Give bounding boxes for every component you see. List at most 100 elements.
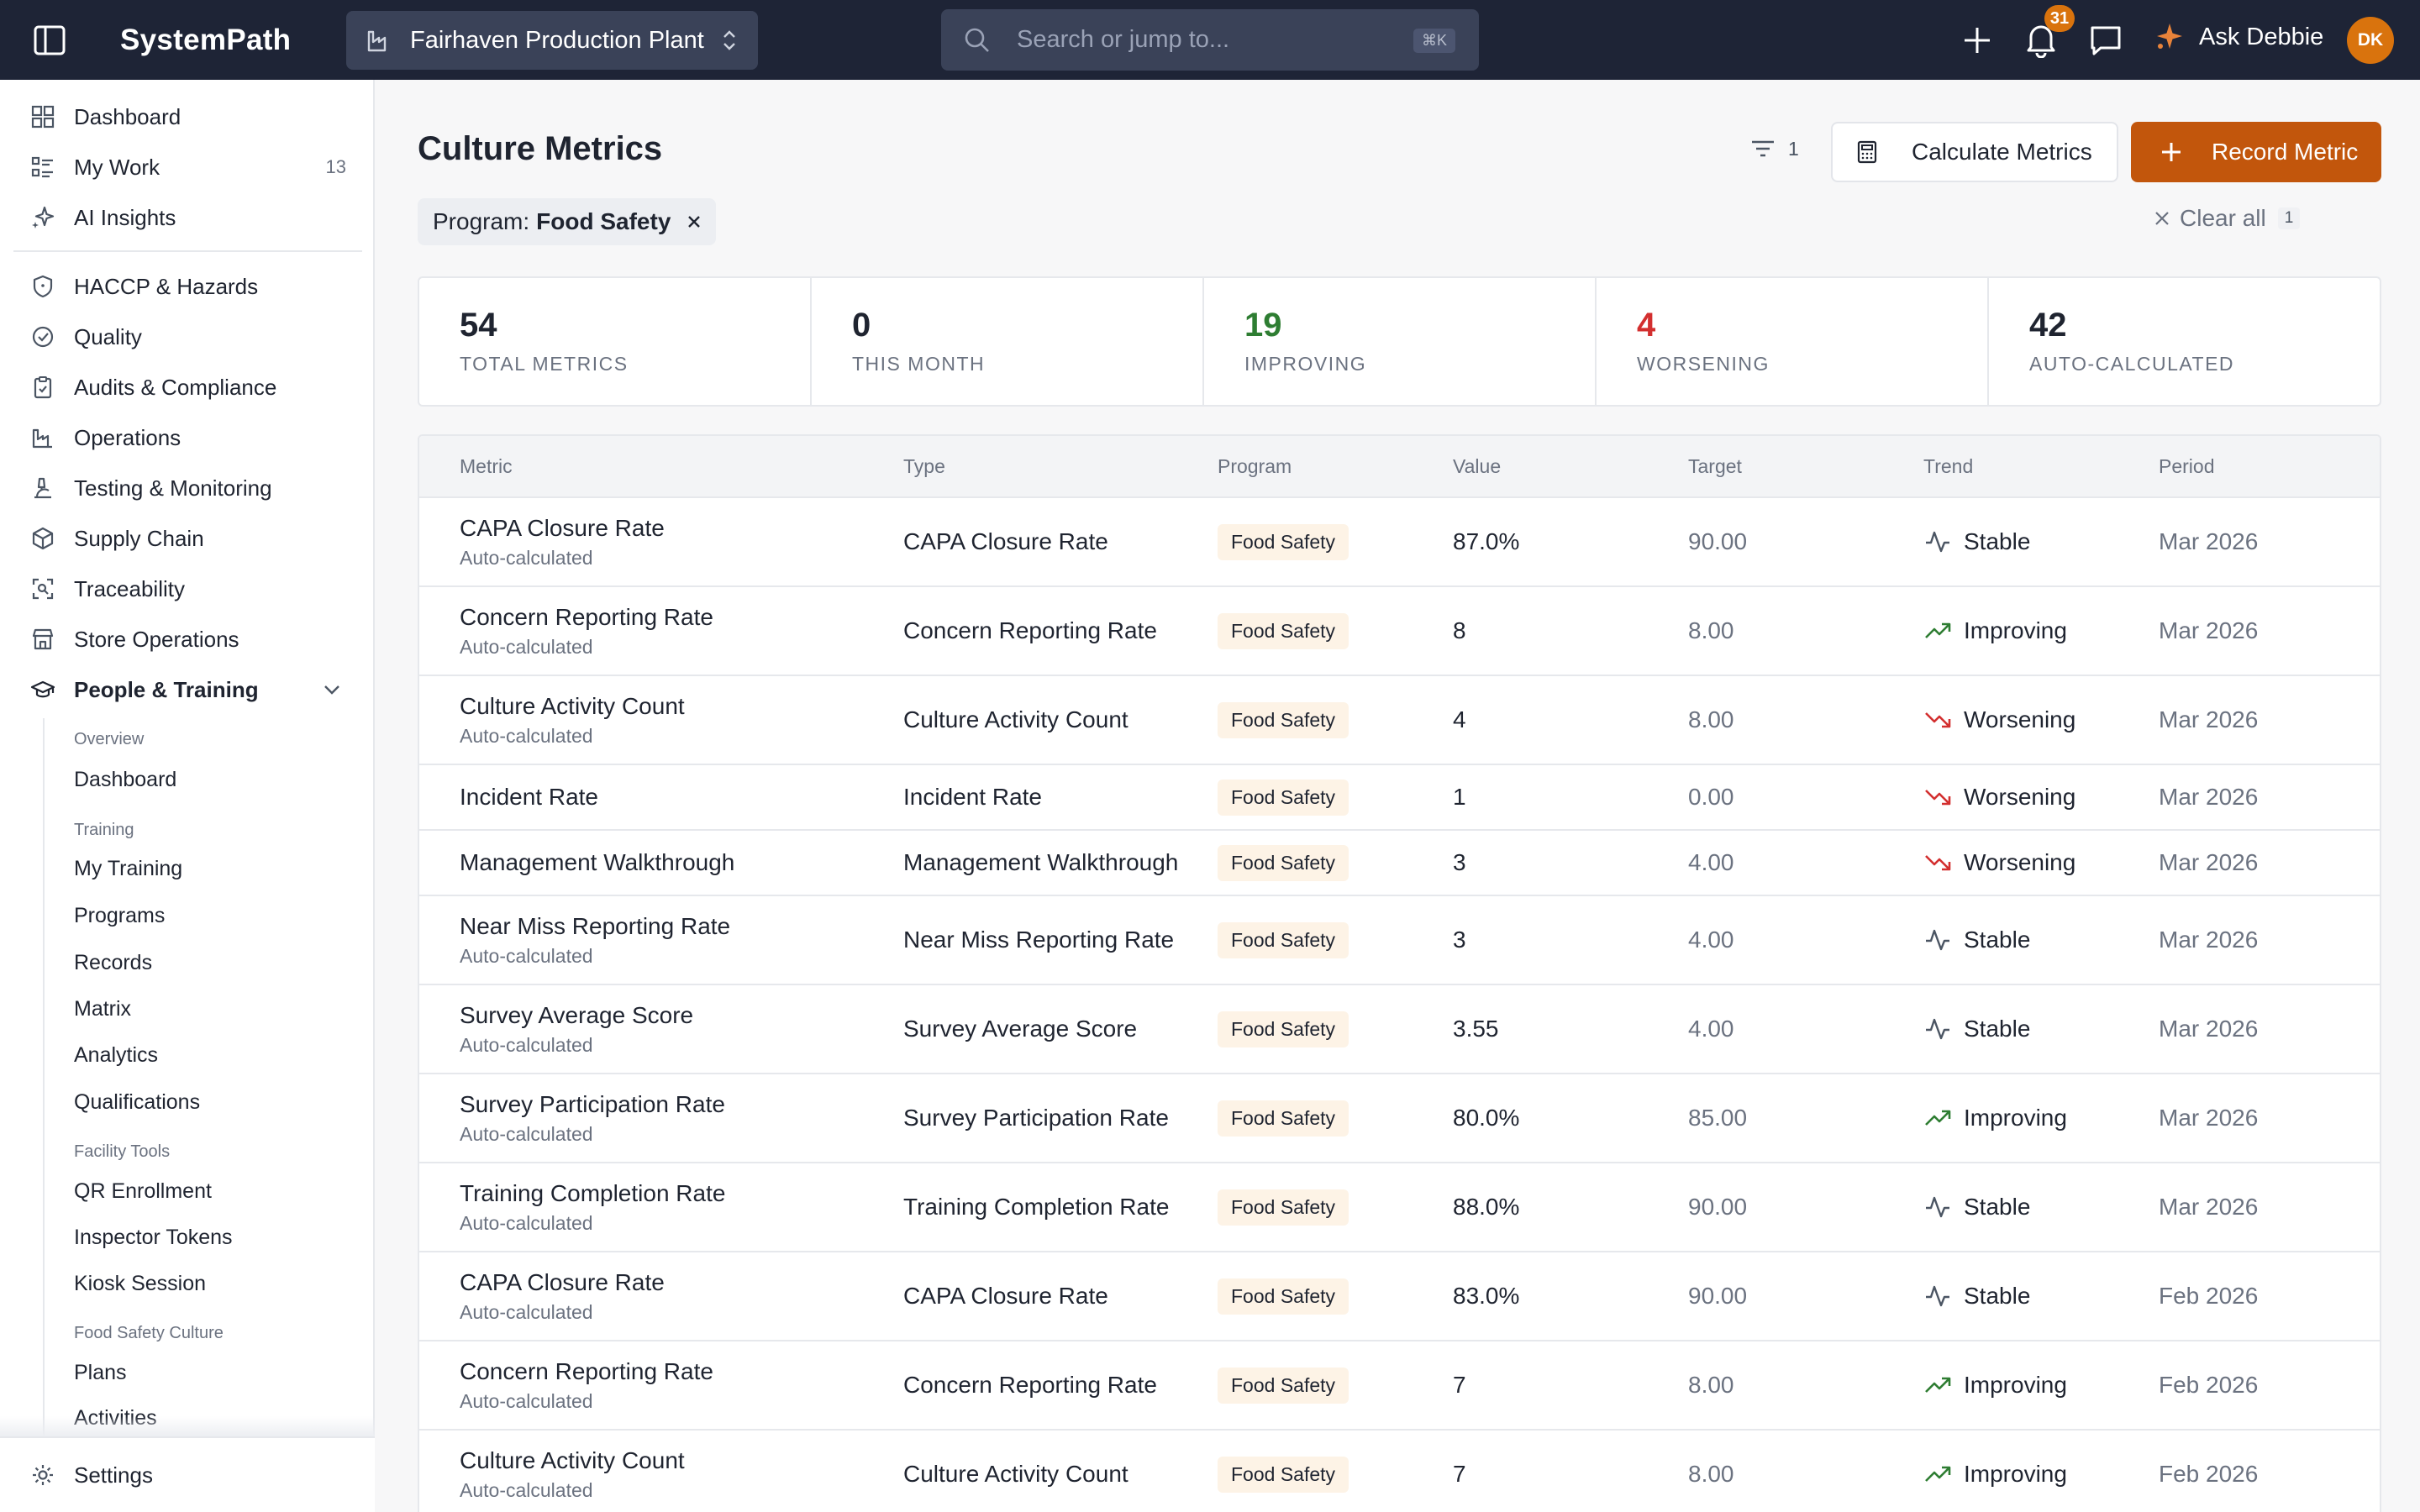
sidebar-item-quality[interactable]: Quality <box>0 312 375 362</box>
submenu-item-qualifications[interactable]: Qualifications <box>74 1090 201 1114</box>
ask-assistant-label: Ask Debbie <box>2199 23 2324 50</box>
factory-icon <box>366 28 392 53</box>
sidebar-item-audits[interactable]: Audits & Compliance <box>0 362 375 412</box>
table-row[interactable]: Culture Activity Count Auto-calculated Cul… <box>419 676 2380 765</box>
trend-label: Improving <box>1964 1372 2067 1398</box>
program-badge: Food Safety <box>1218 1457 1349 1493</box>
table-row[interactable]: CAPA Closure Rate Auto-calculated CAPA Clo… <box>419 498 2380 587</box>
search-input[interactable] <box>1017 26 1386 54</box>
column-header-type[interactable]: Type <box>903 455 945 477</box>
metric-name[interactable]: Survey Average Score <box>460 1002 694 1028</box>
metric-name[interactable]: Culture Activity Count <box>460 693 685 719</box>
metric-name[interactable]: Training Completion Rate <box>460 1180 726 1206</box>
sidebar-item-my-work[interactable]: My Work 13 <box>0 142 375 192</box>
global-search[interactable]: ⌘K <box>941 9 1479 71</box>
metric-value: 7 <box>1453 1461 1466 1487</box>
metric-period: Mar 2026 <box>2159 1105 2259 1131</box>
metric-name[interactable]: Survey Participation Rate <box>460 1091 725 1117</box>
trending-up-icon <box>1923 1104 1952 1132</box>
sidebar-item-settings[interactable]: Settings <box>0 1450 375 1500</box>
trend-label: Improving <box>1964 1461 2067 1487</box>
remove-filter-icon[interactable] <box>686 213 702 230</box>
ask-assistant-button[interactable]: Ask Debbie <box>2154 21 2323 53</box>
filter-button[interactable]: 1 <box>1749 135 1799 162</box>
table-row[interactable]: Near Miss Reporting Rate Auto-calculated N… <box>419 896 2380 985</box>
table-row[interactable]: Survey Average Score Auto-calculated Surve… <box>419 985 2380 1074</box>
column-header-program[interactable]: Program <box>1218 455 1292 477</box>
metric-target: 90.00 <box>1688 1194 1748 1220</box>
sidebar-item-label: Store Operations <box>74 626 239 652</box>
sidebar-item-traceability[interactable]: Traceability <box>0 564 375 614</box>
table-row[interactable]: Incident Rate Incident Rate Food Safety 1 0.… <box>419 765 2380 831</box>
submenu-item-programs[interactable]: Programs <box>74 904 166 927</box>
metric-cell: Incident Rate <box>460 784 598 811</box>
submenu-item-inspector-tokens[interactable]: Inspector Tokens <box>74 1226 233 1249</box>
table-row[interactable]: Survey Participation Rate Auto-calculated… <box>419 1074 2380 1163</box>
metric-name[interactable]: Incident Rate <box>460 784 598 810</box>
search-shortcut-hint: ⌘K <box>1413 29 1455 53</box>
trending-up-icon <box>1923 617 1952 645</box>
sidebar-item-people-training[interactable]: People & Training <box>0 664 375 715</box>
metric-name[interactable]: Culture Activity Count <box>460 1447 685 1473</box>
metric-cell: Concern Reporting Rate Auto-calculated <box>460 604 713 659</box>
calculate-metrics-button[interactable]: Calculate Metrics <box>1831 122 2118 182</box>
user-avatar[interactable]: DK <box>2347 17 2394 64</box>
table-row[interactable]: Management Walkthrough Management Walkthr… <box>419 831 2380 896</box>
metric-trend: Stable <box>1923 528 2030 556</box>
bell-icon[interactable] <box>2023 21 2059 58</box>
sidebar-item-testing[interactable]: Testing & Monitoring <box>0 463 375 513</box>
table-row[interactable]: Culture Activity Count Auto-calculated Cul… <box>419 1431 2380 1512</box>
sidebar-item-dashboard[interactable]: Dashboard <box>0 92 375 142</box>
table-row[interactable]: Training Completion Rate Auto-calculated T… <box>419 1163 2380 1252</box>
metric-name[interactable]: Near Miss Reporting Rate <box>460 913 731 939</box>
program-badge: Food Safety <box>1218 613 1349 649</box>
metric-target: 85.00 <box>1688 1105 1748 1131</box>
stat-value: 19 <box>1244 307 1282 344</box>
submenu-item-analytics[interactable]: Analytics <box>74 1043 159 1067</box>
sidebar-item-ai-insights[interactable]: AI Insights <box>0 192 375 243</box>
plus-icon[interactable] <box>1960 23 1995 58</box>
sidebar-item-haccp[interactable]: HACCP & Hazards <box>0 261 375 312</box>
metric-name[interactable]: CAPA Closure Rate <box>460 1269 665 1295</box>
table-row[interactable]: CAPA Closure Rate Auto-calculated CAPA Clo… <box>419 1252 2380 1341</box>
metric-source: Auto-calculated <box>460 1034 593 1056</box>
trend-label: Stable <box>1964 1194 2031 1220</box>
clear-all-label: Clear all <box>2180 205 2266 231</box>
chevron-down-icon[interactable] <box>321 679 343 701</box>
trending-down-icon <box>1923 848 1952 877</box>
submenu-item-my-training[interactable]: My Training <box>74 857 183 880</box>
factory-icon <box>30 425 55 450</box>
metric-name[interactable]: Management Walkthrough <box>460 849 735 875</box>
column-header-value[interactable]: Value <box>1453 455 1502 477</box>
metric-name[interactable]: Concern Reporting Rate <box>460 604 713 630</box>
metric-name[interactable]: Concern Reporting Rate <box>460 1358 713 1384</box>
column-header-target[interactable]: Target <box>1688 455 1742 477</box>
sidebar-item-supply-chain[interactable]: Supply Chain <box>0 513 375 564</box>
chat-icon[interactable] <box>2088 24 2123 59</box>
sidebar-toggle-icon[interactable] <box>34 25 66 55</box>
record-metric-button[interactable]: Record Metric <box>2131 122 2381 182</box>
metric-target: 8.00 <box>1688 1461 1734 1487</box>
site-selector[interactable]: Fairhaven Production Plant <box>346 11 758 70</box>
app-brand[interactable]: SystemPath <box>120 24 292 56</box>
table-row[interactable]: Concern Reporting Rate Auto-calculated Con… <box>419 1341 2380 1431</box>
metric-value: 7 <box>1453 1372 1466 1398</box>
metric-type: Concern Reporting Rate <box>903 617 1157 643</box>
clear-all-filters-button[interactable]: Clear all 1 <box>2153 205 2301 232</box>
table-row[interactable]: Concern Reporting Rate Auto-calculated Con… <box>419 587 2380 676</box>
submenu-item-qr-enrollment[interactable]: QR Enrollment <box>74 1179 212 1203</box>
submenu-item-kiosk-session[interactable]: Kiosk Session <box>74 1272 207 1295</box>
metric-period: Mar 2026 <box>2159 927 2259 953</box>
column-header-metric[interactable]: Metric <box>460 455 513 477</box>
search-icon <box>963 26 992 55</box>
column-header-period[interactable]: Period <box>2159 455 2215 477</box>
column-header-trend[interactable]: Trend <box>1923 455 1974 477</box>
submenu-item-records[interactable]: Records <box>74 951 153 974</box>
metric-name[interactable]: CAPA Closure Rate <box>460 515 665 541</box>
stat-value: 4 <box>1637 307 1656 344</box>
submenu-item-matrix[interactable]: Matrix <box>74 997 132 1021</box>
submenu-item-plans[interactable]: Plans <box>74 1361 127 1384</box>
sidebar-item-operations[interactable]: Operations <box>0 412 375 463</box>
sidebar-item-store-operations[interactable]: Store Operations <box>0 614 375 664</box>
submenu-item-dashboard[interactable]: Dashboard <box>74 768 177 791</box>
